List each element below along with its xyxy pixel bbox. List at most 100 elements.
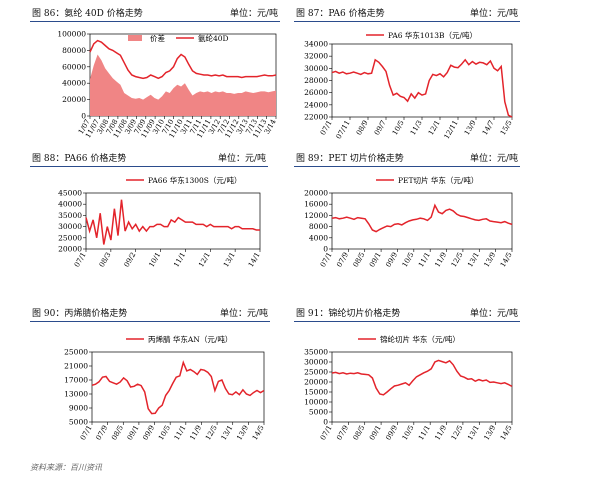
- chart-title: 图 89：PET 切片价格走势: [296, 154, 404, 164]
- y-tick-label: 30000: [58, 222, 82, 231]
- x-tick-label: 09/2: [123, 251, 138, 269]
- chart-86: 0200004000060000800001000001/0711/073/08…: [57, 30, 278, 140]
- chart-title: 图 87：PA6 价格走势: [296, 9, 385, 19]
- x-tick-label: 07/1: [319, 251, 334, 269]
- panel-header: 图 90：丙烯腈价格走势 单位：元/吨: [30, 306, 270, 322]
- panel-header: 图 89：PET 切片价格走势 单位：元/吨: [294, 151, 520, 167]
- y-tick-label: 40000: [62, 79, 86, 88]
- x-tick-label: 13/9: [483, 251, 498, 269]
- x-tick-label: 14/1: [247, 251, 262, 269]
- x-tick-label: 07/9: [335, 424, 350, 442]
- x-tick-label: 11/1: [172, 251, 187, 269]
- x-tick-label: 15/5: [499, 119, 514, 137]
- panel-header: 图 86：氨纶 40D 价格走势 单位：元/吨: [30, 6, 280, 22]
- legend-label: 价差: [150, 33, 165, 43]
- x-tick-label: 13/9: [235, 424, 250, 442]
- x-tick-label: 12/5: [450, 424, 465, 442]
- legend-label: PA6 华东1013B（元/吨）: [388, 30, 477, 40]
- x-tick-label: 14/5: [499, 424, 514, 442]
- chart-89: 0 4000 8000 12000 16000 20000 07/1 07/9 08/5 09/1…: [304, 175, 514, 269]
- plot-frame: [91, 351, 265, 423]
- y-tick-label: 0: [323, 418, 328, 427]
- x-tick-label: 11/1: [417, 251, 432, 269]
- x-tick-label: 12/11: [443, 119, 460, 140]
- chart-unit: 单位：元/吨: [229, 9, 278, 19]
- legend-label: 锦纶切片 华东（元/吨）: [380, 334, 460, 344]
- series-line-0: [331, 359, 513, 396]
- y-tick-label: 20000: [62, 95, 86, 104]
- plot-frame: [85, 192, 261, 250]
- plot-frame: [331, 351, 513, 423]
- legend-label: 氨纶40D: [198, 33, 229, 43]
- x-tick-label: 10/5: [157, 424, 172, 442]
- y-tick-label: 34000: [304, 40, 328, 49]
- chart-90: 5000 9000 13000 17000 21000 25000 07/1 07/9 08/5…: [64, 334, 266, 442]
- chart-88: 20000 25000 30000 35000 40000 45000 07/1 08/3 09…: [58, 175, 262, 269]
- y-tick-label: 26000: [304, 88, 328, 97]
- x-tick-label: 08/3: [98, 251, 113, 269]
- plot-frame: [331, 43, 513, 118]
- x-tick-label: 11/9: [433, 251, 448, 269]
- y-tick-label: 25000: [304, 368, 328, 377]
- x-tick-label: 11/1: [173, 424, 188, 442]
- chart-title: 图 88：PA66 价格走势: [32, 154, 127, 164]
- x-tick-label: 11/9: [188, 424, 203, 442]
- legend-swatch: [128, 35, 142, 41]
- y-tick-label: 45000: [58, 189, 82, 198]
- x-tick-label: 12/5: [204, 424, 219, 442]
- y-tick-label: 0: [323, 245, 328, 254]
- x-tick-label: 07/9: [95, 424, 110, 442]
- x-tick-label: 10/1: [148, 251, 163, 269]
- x-tick-label: 09/1: [368, 251, 383, 269]
- y-tick-label: 28000: [304, 76, 328, 85]
- series-line-1: [89, 39, 277, 80]
- x-tick-label: 13/9: [463, 119, 478, 137]
- y-tick-label: 32000: [304, 52, 328, 61]
- x-tick-label: 13/1: [466, 251, 481, 269]
- y-tick-label: 10000: [304, 398, 328, 407]
- panel-header: 图 88：PA66 价格走势 单位：元/吨: [30, 151, 268, 167]
- y-tick-label: 60000: [62, 62, 86, 71]
- y-tick-label: 25000: [64, 348, 88, 357]
- x-tick-label: 12/1: [427, 119, 442, 137]
- x-tick-label: 07/1: [73, 251, 88, 269]
- x-tick-label: 13/1: [466, 424, 481, 442]
- y-tick-label: 35000: [304, 348, 328, 357]
- y-tick-label: 22000: [304, 113, 328, 122]
- y-tick-label: 40000: [58, 200, 82, 209]
- chart-unit: 单位：元/吨: [469, 9, 518, 19]
- series-line-0: [331, 203, 513, 233]
- panel-87: 图 87：PA6 价格走势 单位：元/吨 22000 24000 26000 2800…: [294, 6, 520, 154]
- y-tick-label: 30000: [304, 358, 328, 367]
- x-tick-label: 07/1: [319, 424, 334, 442]
- x-tick-label: 08/9: [355, 119, 370, 137]
- x-tick-label: 10/5: [401, 251, 416, 269]
- x-tick-label: 07/1: [79, 424, 94, 442]
- x-tick-label: 09/7: [373, 119, 388, 137]
- source-note: 资料来源：百川资讯: [30, 463, 102, 472]
- panel-86: 图 86：氨纶 40D 价格走势 单位：元/吨 0 20000 40000 60000…: [30, 6, 280, 154]
- legend-label: PET切片 华东（元/吨）: [398, 175, 478, 185]
- x-tick-label: 12/5: [450, 251, 465, 269]
- series-area-0: [90, 54, 276, 116]
- x-tick-label: 07/9: [335, 251, 350, 269]
- x-tick-label: 13/1: [222, 251, 237, 269]
- y-tick-label: 20000: [304, 378, 328, 387]
- x-tick-label: 11/1: [417, 424, 432, 442]
- y-tick-label: 9000: [69, 404, 88, 413]
- chart-unit: 单位：元/吨: [217, 154, 266, 164]
- chart-unit: 单位：元/吨: [469, 309, 518, 319]
- y-tick-label: 8000: [309, 222, 328, 231]
- y-tick-label: 17000: [64, 376, 88, 385]
- x-tick-label: 11/9: [433, 424, 448, 442]
- panel-header: 图 91：锦纶切片价格走势 单位：元/吨: [294, 306, 520, 322]
- plot-frame: [331, 192, 513, 250]
- panel-88: 图 88：PA66 价格走势 单位：元/吨 20000 25000 30000 350…: [30, 151, 268, 301]
- y-tick-label: 5000: [69, 418, 88, 427]
- x-tick-label: 10/5: [401, 424, 416, 442]
- x-tick-label: 14/7: [481, 119, 496, 137]
- series-line-0: [91, 360, 265, 415]
- y-tick-label: 100000: [57, 30, 86, 39]
